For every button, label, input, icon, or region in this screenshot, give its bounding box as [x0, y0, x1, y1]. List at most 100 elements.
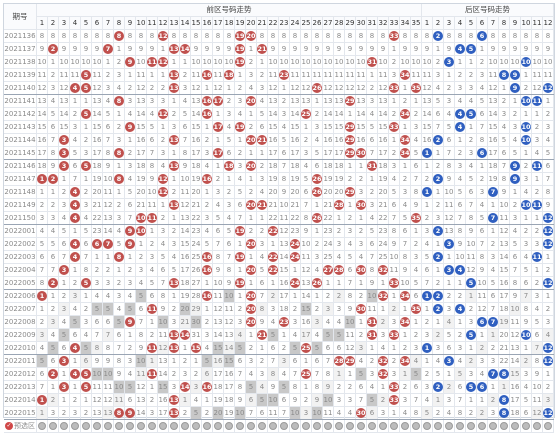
front-preselect-button[interactable] — [379, 422, 387, 430]
miss-count: 3 — [333, 302, 345, 316]
front-preselect-button[interactable] — [401, 422, 409, 430]
miss-count: 1 — [443, 367, 455, 381]
miss-count: 1 — [201, 393, 213, 407]
miss-count: 19 — [212, 393, 224, 407]
back-preselect-button[interactable] — [511, 422, 519, 430]
back-ball: 12 — [542, 81, 554, 95]
front-preselect-button[interactable] — [357, 422, 365, 430]
front-preselect-button[interactable] — [335, 422, 343, 430]
miss-count: 20 — [498, 328, 510, 342]
front-preselect-button[interactable] — [324, 422, 332, 430]
back-preselect-button[interactable] — [500, 422, 508, 430]
miss-count: 8 — [542, 185, 554, 199]
front-ball: 23 — [278, 68, 290, 82]
miss-count: 15 — [509, 367, 521, 381]
front-number-header: 35 — [410, 16, 422, 30]
front-preselect-button[interactable] — [60, 422, 68, 430]
front-preselect-button[interactable] — [346, 422, 354, 430]
front-ball: 5 — [80, 68, 92, 82]
miss-count: 3 — [36, 328, 48, 342]
miss-count: 4 — [465, 94, 477, 108]
front-preselect-button[interactable] — [126, 422, 134, 430]
miss-count: 6 — [520, 276, 532, 290]
miss-count: 3 — [355, 341, 367, 355]
front-preselect-button[interactable] — [115, 422, 123, 430]
front-preselect-button[interactable] — [104, 422, 112, 430]
front-preselect-button[interactable] — [368, 422, 376, 430]
miss-count: 13 — [135, 94, 147, 108]
front-preselect-button[interactable] — [71, 422, 79, 430]
miss-count: 1 — [432, 237, 444, 251]
front-preselect-button[interactable] — [49, 422, 57, 430]
front-ball: 19 — [234, 42, 246, 56]
miss-count: 3 — [410, 250, 422, 264]
miss-count: 2 — [311, 107, 323, 121]
back-preselect-button[interactable] — [423, 422, 431, 430]
miss-count: 13 — [498, 237, 510, 251]
preselect-cell — [410, 419, 422, 433]
front-ball: 13 — [168, 276, 180, 290]
miss-count: 20 — [190, 185, 202, 199]
back-preselect-button[interactable] — [445, 422, 453, 430]
front-preselect-button[interactable] — [247, 422, 255, 430]
miss-count: 12 — [102, 198, 114, 212]
back-preselect-button[interactable] — [522, 422, 530, 430]
front-preselect-button[interactable] — [280, 422, 288, 430]
front-preselect-button[interactable] — [170, 422, 178, 430]
front-ball: 8 — [113, 406, 125, 420]
miss-count: 6 — [443, 341, 455, 355]
back-preselect-button[interactable] — [489, 422, 497, 430]
front-ball: 34 — [399, 289, 411, 303]
miss-count: 4 — [520, 380, 532, 394]
front-preselect-button[interactable] — [291, 422, 299, 430]
back-preselect-button[interactable] — [533, 422, 541, 430]
miss-count: 4 — [278, 120, 290, 134]
front-ball: 20 — [245, 94, 257, 108]
miss-count: 12 — [223, 315, 235, 329]
miss-count: 2 — [91, 263, 103, 277]
miss-count: 2 — [388, 354, 400, 368]
front-preselect-button[interactable] — [148, 422, 156, 430]
front-preselect-button[interactable] — [225, 422, 233, 430]
front-preselect-button[interactable] — [93, 422, 101, 430]
miss-count: 3 — [47, 81, 59, 95]
front-preselect-button[interactable] — [82, 422, 90, 430]
back-preselect-button[interactable] — [467, 422, 475, 430]
front-preselect-button[interactable] — [38, 422, 46, 430]
back-preselect-button[interactable] — [544, 422, 552, 430]
preselect-cell — [333, 419, 345, 433]
miss-count: 12 — [58, 81, 70, 95]
front-ball: 26 — [311, 276, 323, 290]
back-ball: 7 — [487, 211, 499, 225]
front-preselect-button[interactable] — [390, 422, 398, 430]
front-preselect-button[interactable] — [258, 422, 266, 430]
miss-count: 2 — [355, 224, 367, 238]
miss-count: 5 — [80, 224, 92, 238]
front-number-header: 8 — [113, 16, 125, 30]
miss-count: 2 — [377, 315, 389, 329]
miss-count: 1 — [80, 172, 92, 186]
miss-count: 1 — [58, 276, 70, 290]
front-ball: 34 — [399, 107, 411, 121]
back-preselect-button[interactable] — [434, 422, 442, 430]
front-preselect-button[interactable] — [137, 422, 145, 430]
miss-count: 5 — [80, 341, 92, 355]
miss-count: 6 — [102, 315, 114, 329]
miss-count: 9 — [102, 159, 114, 173]
front-preselect-button[interactable] — [313, 422, 321, 430]
front-preselect-button[interactable] — [181, 422, 189, 430]
front-preselect-button[interactable] — [159, 422, 167, 430]
front-preselect-button[interactable] — [214, 422, 222, 430]
front-ball: 25 — [300, 341, 312, 355]
front-preselect-button[interactable] — [269, 422, 277, 430]
miss-count: 6 — [146, 133, 158, 147]
back-preselect-button[interactable] — [478, 422, 486, 430]
front-preselect-button[interactable] — [302, 422, 310, 430]
front-preselect-button[interactable] — [203, 422, 211, 430]
back-preselect-button[interactable] — [456, 422, 464, 430]
front-preselect-button[interactable] — [192, 422, 200, 430]
front-preselect-button[interactable] — [236, 422, 244, 430]
front-ball: 32 — [377, 354, 389, 368]
front-preselect-button[interactable] — [412, 422, 420, 430]
miss-count: 10 — [179, 172, 191, 186]
